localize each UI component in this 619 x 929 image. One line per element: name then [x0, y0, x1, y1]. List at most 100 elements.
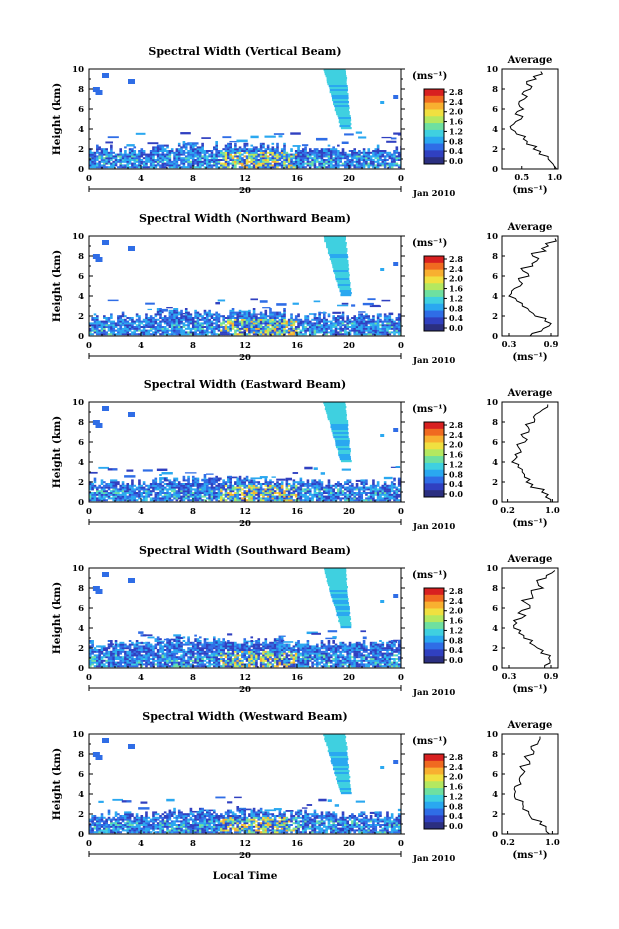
- echo-cell: [131, 658, 134, 660]
- echo-cell: [180, 483, 183, 485]
- echo-cell: [198, 155, 202, 158]
- echo-cell: [213, 148, 216, 151]
- echo-cell: [313, 467, 318, 470]
- echo-cell: [198, 499, 202, 502]
- colorbar-tick-label: 2.8: [449, 420, 463, 430]
- echo-cell: [173, 162, 176, 165]
- echo-cell: [210, 484, 214, 487]
- echo-cell: [278, 483, 282, 485]
- echo-cell: [119, 659, 123, 662]
- echo-cell: [250, 492, 254, 494]
- echo-cell: [362, 164, 366, 167]
- echo-cell: [208, 488, 211, 491]
- echo-cell: [369, 318, 373, 321]
- echo-cell: [372, 326, 375, 328]
- echo-cell: [283, 322, 286, 325]
- echo-cell: [163, 488, 167, 491]
- echo-cell: [173, 490, 176, 493]
- echo-cell: [390, 162, 394, 165]
- colorbar-segment: [424, 483, 444, 491]
- echo-cell: [327, 493, 331, 496]
- echo-cell: [170, 318, 174, 321]
- echo-cell: [243, 315, 247, 318]
- echo-cell: [369, 488, 373, 491]
- echo-cell: [381, 136, 392, 139]
- echo-cell: [273, 160, 277, 163]
- echo-cell: [140, 153, 144, 156]
- echo-cell: [269, 151, 272, 154]
- echo-cell: [98, 492, 101, 494]
- echo-cell: [306, 322, 310, 325]
- colorbar-tick-label: 1.6: [449, 450, 463, 460]
- echo-cell: [217, 493, 221, 496]
- echo-cell: [262, 144, 265, 147]
- echo-cell: [163, 315, 167, 318]
- echo-cell: [353, 493, 357, 496]
- echo-cell: [182, 318, 186, 321]
- echo-cell: [276, 324, 279, 327]
- echo-cell: [383, 483, 387, 485]
- echo-cell: [206, 333, 209, 336]
- echo-cell: [117, 497, 120, 500]
- echo-cell: [126, 484, 130, 487]
- echo-cell: [96, 315, 99, 318]
- echo-cell: [386, 493, 389, 496]
- echo-cell: [327, 160, 331, 163]
- echo-cell: [98, 166, 101, 169]
- date-day-label: 20: [239, 519, 251, 529]
- echo-cell: [332, 318, 335, 321]
- echo-cell: [117, 652, 120, 655]
- echo-cell: [397, 326, 401, 328]
- echo-cell: [351, 484, 354, 487]
- echo-cell: [388, 495, 392, 498]
- echo-cell: [128, 162, 132, 165]
- echo-cell: [299, 324, 303, 327]
- echo-cell: [140, 333, 144, 336]
- echo-cell: [318, 483, 321, 485]
- echo-cell: [159, 479, 162, 482]
- echo-cell: [301, 495, 305, 498]
- echo-cell: [163, 661, 167, 664]
- echo-cell: [332, 157, 335, 160]
- echo-cell: [355, 317, 359, 319]
- echo-cell: [238, 484, 242, 487]
- echo-cell: [93, 492, 97, 494]
- echo-cell: [124, 157, 127, 160]
- echo-cell: [215, 495, 218, 498]
- echo-cell: [145, 326, 148, 328]
- echo-cell: [320, 497, 324, 500]
- echo-cell: [124, 645, 127, 648]
- echo-cell: [280, 166, 284, 169]
- echo-cell: [381, 499, 385, 502]
- echo-cell: [96, 317, 99, 319]
- echo-cell: [337, 318, 340, 321]
- echo-cell: [156, 643, 160, 646]
- echo-cell: [372, 304, 380, 307]
- echo-cell: [280, 162, 284, 165]
- echo-cell: [170, 499, 174, 502]
- echo-cell: [257, 320, 261, 323]
- echo-cell: [285, 166, 289, 169]
- echo-cell: [206, 311, 209, 314]
- echo-cell: [177, 317, 181, 319]
- echo-cell: [133, 652, 137, 655]
- echo-cell: [177, 164, 181, 167]
- echo-cell: [166, 665, 169, 668]
- echo-cell: [276, 499, 279, 502]
- echo-cell: [344, 320, 347, 323]
- y-axis-label: Height (km): [51, 582, 63, 654]
- echo-cell: [156, 661, 160, 664]
- echo-cell: [227, 164, 230, 167]
- echo-cell: [217, 318, 221, 321]
- echo-cell: [327, 327, 331, 330]
- echo-cell: [278, 497, 282, 500]
- echo-cell: [215, 150, 218, 152]
- echo-cell: [341, 164, 345, 167]
- echo-cell: [294, 318, 298, 321]
- echo-cell: [346, 327, 349, 330]
- echo-cell: [325, 333, 328, 336]
- echo-cell: [159, 492, 162, 494]
- echo-cell: [210, 331, 214, 334]
- echo-cell: [331, 260, 349, 263]
- echo-cell: [177, 326, 181, 328]
